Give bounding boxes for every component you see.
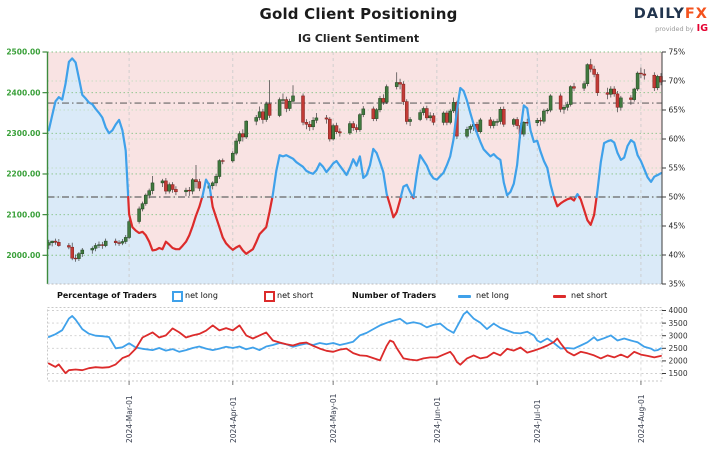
provided-by-ig: provided by IG bbox=[655, 23, 708, 34]
dailyfx-logo-text: DAILYFX bbox=[633, 6, 708, 22]
percent-tick-label: 40% bbox=[669, 251, 686, 260]
chart-subtitle: IG Client Sentiment bbox=[297, 32, 420, 45]
count-line-net-short bbox=[47, 324, 662, 375]
date-tick-label: 2024-Jul-01 bbox=[533, 399, 542, 443]
date-tick-label: 2024-Aug-01 bbox=[637, 394, 646, 443]
page-title: Gold Client Positioning bbox=[259, 5, 458, 23]
count-tick-label: 3500 bbox=[669, 319, 688, 328]
price-sentiment-chart: 2500.00 2400.00 2300.00 2200.00 2100.00 2000.… bbox=[6, 48, 685, 289]
price-tick-label: 2000.00 bbox=[6, 251, 40, 260]
percent-tick-label: 75% bbox=[669, 48, 686, 57]
price-tick-label: 2400.00 bbox=[6, 88, 40, 97]
price-tick-label: 2300.00 bbox=[6, 129, 40, 138]
gold-candles bbox=[47, 58, 663, 262]
net-short-line-icon bbox=[553, 295, 566, 298]
net-long-box-icon bbox=[172, 291, 183, 302]
net-short-box-icon bbox=[264, 291, 275, 302]
percent-tick-label: 70% bbox=[669, 77, 686, 86]
date-tick-label: 2024-Apr-01 bbox=[229, 396, 238, 443]
ig-logo: IG bbox=[696, 23, 708, 34]
percent-tick-label: 65% bbox=[669, 106, 686, 115]
percent-tick-label: 35% bbox=[669, 280, 686, 289]
legend-num-net-long-label: net long bbox=[476, 291, 509, 300]
price-tick-label: 2500.00 bbox=[6, 48, 40, 57]
percent-tick-label: 45% bbox=[669, 222, 686, 231]
net-long-line-icon bbox=[458, 295, 471, 298]
percent-tick-label: 60% bbox=[669, 135, 686, 144]
count-line-net-long bbox=[47, 310, 662, 353]
net-long-area bbox=[47, 58, 662, 285]
count-tick-label: 1500 bbox=[669, 369, 688, 378]
price-tick-label: 2100.00 bbox=[6, 210, 40, 219]
percent-tick-label: 50% bbox=[669, 193, 686, 202]
legend-number-of-traders-label: Number of Traders bbox=[352, 291, 437, 300]
count-tick-label: 2500 bbox=[669, 344, 688, 353]
count-tick-label: 2000 bbox=[669, 357, 688, 366]
count-tick-label: 3000 bbox=[669, 331, 688, 340]
sentiment-line bbox=[47, 57, 663, 255]
chart-legend: Percentage of Traders net long net short… bbox=[0, 289, 717, 304]
date-tick-label: 2024-Mar-01 bbox=[125, 395, 134, 443]
legend-pct-net-short-label: net short bbox=[277, 291, 314, 300]
price-tick-label: 2200.00 bbox=[6, 170, 40, 179]
date-tick-label: 2024-Jun-01 bbox=[433, 397, 442, 443]
percent-tick-label: 55% bbox=[669, 164, 686, 173]
trader-count-chart: 4000 3500 3000 2500 2000 1500 2024-Mar-01 2024-… bbox=[47, 306, 688, 443]
date-tick-label: 2024-May-01 bbox=[329, 393, 338, 443]
dailyfx-logo[interactable]: DAILYFX provided by IG bbox=[634, 6, 708, 36]
count-tick-label: 4000 bbox=[669, 306, 688, 315]
legend-num-net-short-label: net short bbox=[571, 291, 608, 300]
legend-pct-net-long-label: net long bbox=[185, 291, 218, 300]
legend-percentage-of-traders-label: Percentage of Traders bbox=[57, 291, 157, 300]
